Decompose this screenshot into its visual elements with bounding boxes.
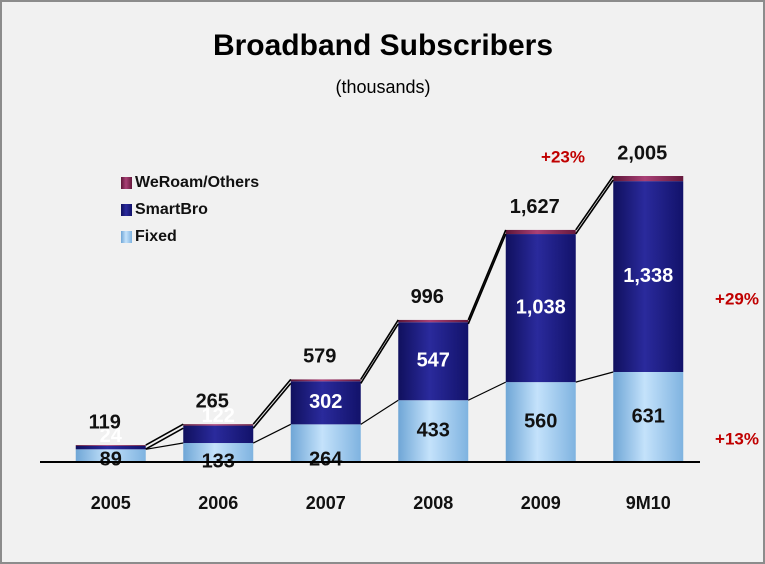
- x-tick-label: 2009: [521, 493, 561, 513]
- bar-segment: [183, 443, 254, 462]
- chart-subtitle: (thousands): [335, 77, 430, 97]
- bar-segment: [505, 229, 576, 235]
- bar-segment: [183, 425, 254, 444]
- total-label: 996: [411, 286, 444, 308]
- annotation: +29%: [715, 289, 759, 308]
- data-label: 89: [100, 448, 122, 470]
- growth-line: [252, 378, 292, 425]
- data-label: 264: [309, 448, 343, 470]
- bar-segment: [290, 424, 361, 462]
- data-label: 1,038: [516, 296, 566, 318]
- total-label: 119: [89, 411, 121, 433]
- growth-line: [467, 229, 507, 321]
- fixed-line: [575, 371, 614, 383]
- fixed-line: [360, 399, 399, 425]
- total-label: 265: [196, 390, 229, 412]
- x-tick-label: 2005: [91, 493, 131, 513]
- data-label: 122: [202, 405, 235, 427]
- annotation: +13%: [715, 429, 759, 448]
- fixed-line: [252, 423, 292, 444]
- growth-line: [145, 427, 184, 450]
- x-tick-label: 2008: [413, 493, 453, 513]
- bar-segment: [505, 234, 576, 383]
- bar-segment: [505, 382, 576, 462]
- growth-line: [252, 382, 292, 429]
- x-tick-label: 2007: [306, 493, 346, 513]
- growth-line: [467, 233, 507, 325]
- data-label: 1,338: [623, 265, 673, 287]
- data-label: 302: [309, 391, 342, 413]
- total-label: 579: [303, 346, 336, 368]
- growth-line: [575, 179, 614, 235]
- bar-segment: [398, 319, 469, 323]
- x-tick-label: 9M10: [626, 493, 671, 513]
- fixed-line: [467, 381, 507, 401]
- legend-label: SmartBro: [135, 201, 208, 218]
- legend-label: WeRoam/Others: [135, 174, 259, 191]
- growth-line: [145, 423, 184, 446]
- total-label: 2,005: [617, 142, 667, 164]
- x-tick-label: 2006: [198, 493, 238, 513]
- growth-line: [360, 323, 399, 384]
- data-label: 24: [100, 425, 123, 447]
- legend-swatch: [121, 204, 132, 216]
- growth-line: [360, 319, 399, 380]
- bar-segment: [613, 371, 684, 462]
- bar-segment: [290, 379, 361, 382]
- data-label: 560: [524, 410, 557, 432]
- bar-segment: [75, 449, 146, 462]
- bar-segment: [75, 445, 146, 450]
- chart-title: Broadband Subscribers: [213, 29, 553, 62]
- annotation: +23%: [541, 147, 585, 166]
- bar-segment: [75, 445, 146, 446]
- bar-segment: [613, 176, 684, 182]
- legend-label: Fixed: [135, 228, 177, 245]
- growth-line: [575, 175, 614, 231]
- legend-swatch: [121, 231, 132, 243]
- fixed-line: [145, 442, 184, 450]
- legend-swatch: [121, 177, 132, 189]
- bar-segment: [290, 381, 361, 425]
- data-label: 433: [417, 419, 450, 441]
- bar-segment: [613, 181, 684, 372]
- total-label: 1,627: [510, 196, 560, 218]
- bar-segment: [183, 424, 254, 426]
- data-label: 631: [632, 405, 665, 427]
- bar-segment: [398, 322, 469, 401]
- data-label: 547: [417, 350, 450, 372]
- bar-segment: [398, 400, 469, 462]
